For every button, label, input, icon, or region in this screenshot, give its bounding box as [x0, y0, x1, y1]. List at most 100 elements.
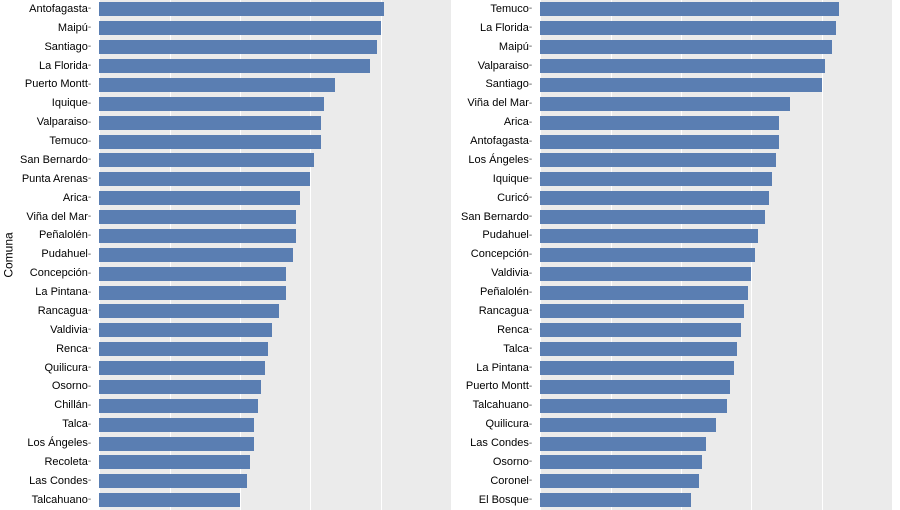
tick-mark: - — [88, 476, 91, 486]
bar-row — [540, 283, 892, 301]
tick-mark: - — [529, 457, 532, 467]
bar — [540, 172, 772, 186]
bar — [540, 229, 758, 243]
bar-row — [99, 0, 451, 18]
tick-mark: - — [88, 99, 91, 109]
bar-row — [99, 208, 451, 226]
category-label: Las Condes - — [459, 434, 536, 452]
category-label: Viña del Mar - — [18, 208, 95, 226]
bar-row — [540, 76, 892, 94]
tick-mark: - — [529, 42, 532, 52]
tick-mark: - — [88, 382, 91, 392]
category-label: Rancagua - — [459, 302, 536, 320]
panel-right: Temuco -La Florida -Maipú -Valparaiso -S… — [459, 0, 900, 510]
category-label: Antofagasta - — [459, 132, 536, 150]
tick-mark: - — [88, 401, 91, 411]
bar-row — [540, 132, 892, 150]
bar — [540, 97, 790, 111]
bar — [540, 191, 769, 205]
bar-row — [540, 359, 892, 377]
category-label: Santiago - — [459, 76, 536, 94]
bar — [99, 493, 240, 507]
tick-mark: - — [529, 401, 532, 411]
tick-mark: - — [529, 269, 532, 279]
gridline — [451, 0, 452, 510]
bar — [540, 418, 716, 432]
tick-mark: - — [529, 155, 532, 165]
bar-row — [540, 321, 892, 339]
bar-row — [99, 453, 451, 471]
bar — [99, 78, 335, 92]
bar — [540, 380, 730, 394]
bar — [540, 399, 726, 413]
bar — [540, 153, 776, 167]
category-label: Osorno - — [18, 378, 95, 396]
category-label: Las Condes - — [18, 472, 95, 490]
category-label: Quilicura - — [18, 359, 95, 377]
tick-mark: - — [529, 99, 532, 109]
category-column-left: Antofagasta -Maipú -Santiago -La Florida… — [18, 0, 99, 510]
bar-row — [99, 170, 451, 188]
bar — [99, 40, 377, 54]
category-label: Recoleta - — [18, 453, 95, 471]
tick-mark: - — [529, 4, 532, 14]
category-label: Maipú - — [459, 38, 536, 56]
bar-row — [99, 151, 451, 169]
bar — [540, 78, 821, 92]
bar-row — [99, 227, 451, 245]
bar-row — [540, 208, 892, 226]
tick-mark: - — [88, 325, 91, 335]
tick-mark: - — [88, 23, 91, 33]
category-label: Osorno - — [459, 453, 536, 471]
bar-row — [99, 76, 451, 94]
bar-row — [540, 0, 892, 18]
category-label: Rancagua - — [18, 302, 95, 320]
bar — [99, 474, 247, 488]
category-label: La Florida - — [459, 19, 536, 37]
panel-left: Antofagasta -Maipú -Santiago -La Florida… — [18, 0, 459, 510]
bar-row — [540, 246, 892, 264]
category-label: Valparaiso - — [18, 114, 95, 132]
category-label: Concepción - — [18, 265, 95, 283]
category-label: Valparaiso - — [459, 57, 536, 75]
category-label: Maipú - — [18, 19, 95, 37]
category-label: Puerto Montt - — [459, 378, 536, 396]
bar — [99, 248, 292, 262]
category-label: Los Ángeles - — [18, 434, 95, 452]
bar-row — [99, 302, 451, 320]
category-label: Coronel - — [459, 472, 536, 490]
bar — [99, 97, 324, 111]
bar — [99, 304, 278, 318]
category-label: Peñalolén - — [18, 227, 95, 245]
bar-row — [99, 283, 451, 301]
tick-mark: - — [529, 174, 532, 184]
tick-mark: - — [88, 288, 91, 298]
tick-mark: - — [529, 61, 532, 71]
tick-mark: - — [88, 250, 91, 260]
tick-mark: - — [529, 288, 532, 298]
bar-row — [540, 114, 892, 132]
tick-mark: - — [529, 137, 532, 147]
tick-mark: - — [88, 4, 91, 14]
tick-mark: - — [88, 420, 91, 430]
category-label: Temuco - — [459, 0, 536, 18]
bar — [540, 304, 744, 318]
bar — [540, 21, 835, 35]
category-label: La Pintana - — [459, 359, 536, 377]
bar — [99, 418, 254, 432]
category-label: La Pintana - — [18, 283, 95, 301]
y-axis-label-wrap: Comuna — [0, 0, 18, 510]
bar-row — [540, 57, 892, 75]
bar-row — [540, 189, 892, 207]
tick-mark: - — [88, 174, 91, 184]
bar-row — [99, 132, 451, 150]
bar-row — [540, 397, 892, 415]
category-label: Talcahuano - — [459, 397, 536, 415]
bar — [99, 59, 370, 73]
bar-row — [540, 340, 892, 358]
bar-row — [540, 491, 892, 509]
category-label: Los Ángeles - — [459, 151, 536, 169]
bar — [540, 474, 698, 488]
bar — [99, 21, 380, 35]
bar-row — [99, 265, 451, 283]
